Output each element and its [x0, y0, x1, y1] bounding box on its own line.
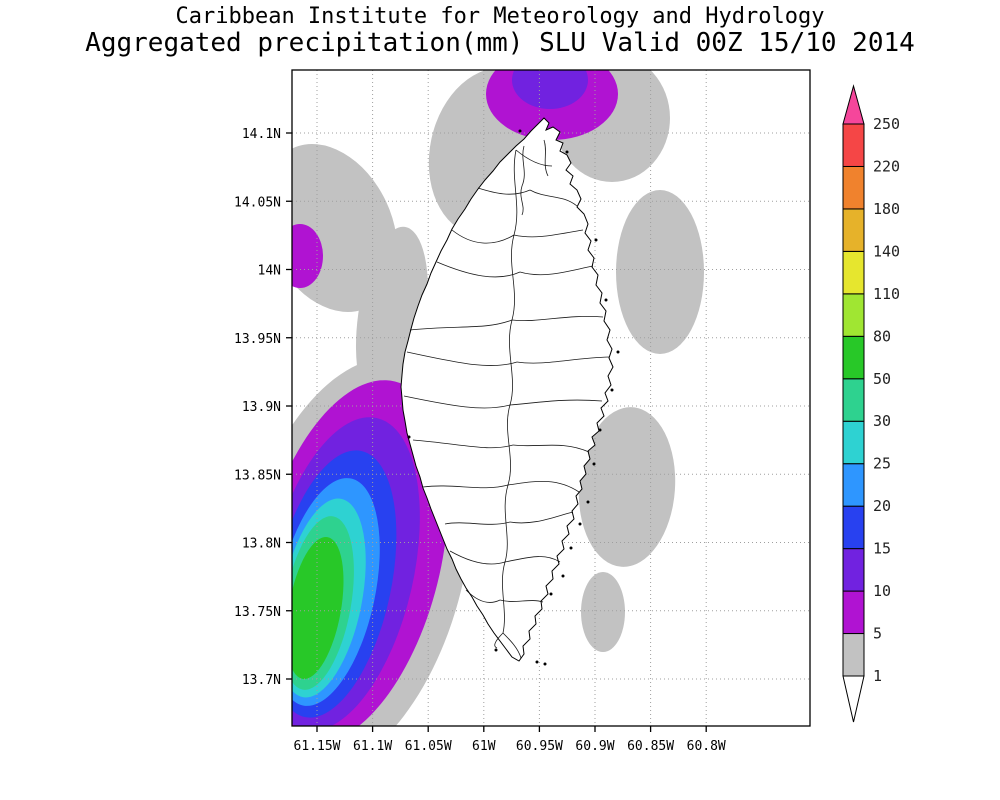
island-coastline	[400, 117, 614, 662]
colorbar-label: 140	[873, 242, 900, 260]
y-axis-tick-label: 13.9N	[242, 400, 281, 415]
plot-frame	[291, 69, 811, 727]
x-axis-tick-label: 60.95W	[516, 739, 563, 754]
precip-area-west-edge	[292, 224, 323, 288]
colorbar-arrow-top	[842, 84, 865, 125]
colorbar-segment	[842, 293, 865, 337]
island-drainage-basins	[403, 139, 610, 659]
axes: 61.15W 61.1W 61.05W 61W 60.95W 60.9W 60.85W 60.…	[234, 127, 726, 754]
x-axis-tick-label: 60.9W	[575, 739, 614, 754]
x-axis-tick-label: 60.85W	[627, 739, 674, 754]
colorbar-segment	[842, 420, 865, 465]
colorbar-segment	[842, 378, 865, 422]
colorbar-segment	[842, 548, 865, 592]
colorbar-label: 220	[873, 157, 900, 175]
colorbar-label: 25	[873, 455, 891, 473]
y-axis-tick-label: 13.95N	[234, 332, 281, 347]
precip-area-southwest-maximum	[292, 380, 449, 726]
y-axis-tick-label: 13.75N	[234, 605, 281, 620]
colorbar-segment	[842, 633, 865, 677]
precip-area-north	[486, 70, 618, 140]
colorbar-label: 15	[873, 540, 891, 558]
x-axis-tick-label: 60.8W	[687, 739, 726, 754]
colorbar-segment	[842, 590, 865, 635]
coastal-islet-dots	[407, 129, 620, 666]
colorbar-label: 20	[873, 497, 891, 515]
colorbar-label: 180	[873, 200, 900, 218]
colorbar-segment	[842, 165, 865, 210]
x-axis-tick-label: 61.15W	[294, 739, 341, 754]
colorbar-segment	[842, 463, 865, 507]
y-axis-tick-label: 14.05N	[234, 195, 281, 210]
y-axis-tick-label: 13.7N	[242, 673, 281, 688]
colorbar-label: 50	[873, 370, 891, 388]
colorbar-label: 250	[873, 115, 900, 133]
y-axis-tick-label: 14N	[258, 264, 281, 279]
colorbar-segment	[842, 208, 865, 252]
colorbar-segment	[842, 505, 865, 550]
figure-title-line1: Caribbean Institute for Meteorology and …	[175, 4, 825, 29]
colorbar-label: 30	[873, 412, 891, 430]
colorbar-segment	[842, 123, 865, 167]
colorbar-label: 80	[873, 327, 891, 345]
x-axis-tick-label: 61.05W	[405, 739, 452, 754]
y-axis-tick-label: 14.1N	[242, 127, 281, 142]
colorbar-label: 110	[873, 285, 900, 303]
colorbar-arrow-bottom	[842, 675, 865, 723]
colorbar-segment	[842, 335, 865, 380]
y-axis-tick-label: 13.8N	[242, 537, 281, 552]
colorbar-label: 1	[873, 667, 882, 685]
colorbar-segment	[842, 250, 865, 295]
colorbar-label: 5	[873, 625, 882, 643]
y-axis-tick-label: 13.85N	[234, 468, 281, 483]
island-saint-lucia	[400, 117, 620, 666]
colorbar-label: 10	[873, 582, 891, 600]
x-axis-tick-label: 61.1W	[353, 739, 392, 754]
x-axis-tick-label: 61W	[472, 739, 496, 754]
figure-title-line2: Aggregated precipitation(mm) SLU Valid 0…	[85, 28, 915, 58]
